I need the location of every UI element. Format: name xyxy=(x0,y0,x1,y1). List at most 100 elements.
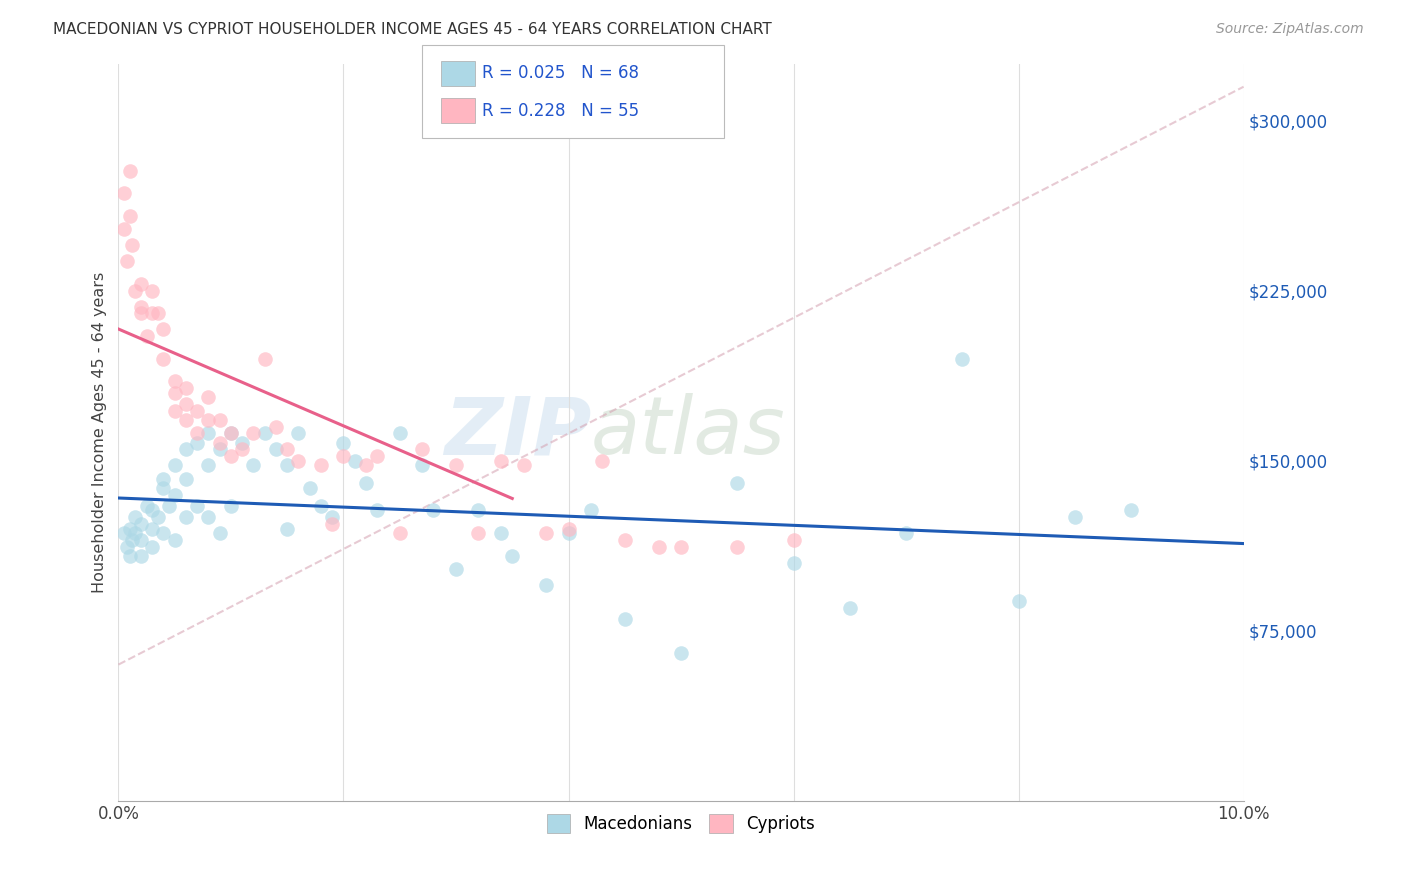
Point xyxy=(152,472,174,486)
Point xyxy=(146,510,169,524)
Point xyxy=(782,533,804,547)
Text: MACEDONIAN VS CYPRIOT HOUSEHOLDER INCOME AGES 45 - 64 YEARS CORRELATION CHART: MACEDONIAN VS CYPRIOT HOUSEHOLDER INCOME… xyxy=(53,22,772,37)
Point xyxy=(174,442,197,457)
Point xyxy=(208,442,231,457)
Point xyxy=(489,453,512,467)
Point xyxy=(838,601,860,615)
Point xyxy=(366,503,388,517)
Point xyxy=(163,533,186,547)
Point xyxy=(579,503,602,517)
Point xyxy=(321,517,343,532)
Point xyxy=(354,458,377,472)
Point xyxy=(152,351,174,366)
Point xyxy=(174,397,197,411)
Point xyxy=(287,426,309,441)
Point xyxy=(118,549,141,563)
Point xyxy=(613,612,636,626)
Point xyxy=(121,533,143,547)
Point xyxy=(591,453,613,467)
Point xyxy=(276,458,298,472)
Point xyxy=(146,306,169,320)
Point xyxy=(332,449,354,463)
Point xyxy=(366,449,388,463)
Point xyxy=(253,426,276,441)
Point xyxy=(163,458,186,472)
Point xyxy=(1119,503,1142,517)
Point xyxy=(186,499,208,513)
Point xyxy=(124,510,146,524)
Point xyxy=(231,442,253,457)
Point xyxy=(950,351,973,366)
Point xyxy=(647,540,669,554)
Point xyxy=(112,222,135,236)
Point xyxy=(163,374,186,388)
Point xyxy=(669,646,692,660)
Point xyxy=(309,499,332,513)
Point xyxy=(208,435,231,450)
Point xyxy=(321,510,343,524)
Point xyxy=(141,522,163,536)
Point xyxy=(118,209,141,223)
Legend: Macedonians, Cypriots: Macedonians, Cypriots xyxy=(540,807,821,840)
Point xyxy=(118,163,141,178)
Point xyxy=(129,306,152,320)
Point xyxy=(894,526,917,541)
Point xyxy=(197,510,219,524)
Point xyxy=(208,413,231,427)
Point xyxy=(135,329,157,343)
Point xyxy=(444,562,467,576)
Point xyxy=(141,540,163,554)
Point xyxy=(467,503,489,517)
Point xyxy=(298,481,321,495)
Point xyxy=(231,435,253,450)
Point xyxy=(124,284,146,298)
Point xyxy=(163,404,186,418)
Point xyxy=(512,458,534,472)
Point xyxy=(343,453,366,467)
Point xyxy=(242,426,264,441)
Point xyxy=(557,522,579,536)
Point xyxy=(174,472,197,486)
Point xyxy=(197,458,219,472)
Point xyxy=(242,458,264,472)
Point xyxy=(117,254,139,268)
Point xyxy=(117,540,139,554)
Point xyxy=(157,499,180,513)
Point xyxy=(276,442,298,457)
Point xyxy=(152,526,174,541)
Point xyxy=(309,458,332,472)
Point xyxy=(135,499,157,513)
Point xyxy=(264,442,287,457)
Point xyxy=(725,476,748,491)
Point xyxy=(534,526,557,541)
Point xyxy=(118,522,141,536)
Point xyxy=(129,533,152,547)
Point xyxy=(141,306,163,320)
Point xyxy=(534,578,557,592)
Point xyxy=(197,390,219,404)
Point xyxy=(174,381,197,395)
Point xyxy=(129,277,152,291)
Point xyxy=(141,284,163,298)
Point xyxy=(725,540,748,554)
Point xyxy=(1007,594,1029,608)
Point xyxy=(163,385,186,400)
Point xyxy=(422,503,444,517)
Point xyxy=(219,426,242,441)
Point xyxy=(501,549,523,563)
Point xyxy=(121,238,143,252)
Text: R = 0.025   N = 68: R = 0.025 N = 68 xyxy=(482,64,640,82)
Point xyxy=(354,476,377,491)
Point xyxy=(186,435,208,450)
Point xyxy=(613,533,636,547)
Text: Source: ZipAtlas.com: Source: ZipAtlas.com xyxy=(1216,22,1364,37)
Point xyxy=(489,526,512,541)
Text: ZIP: ZIP xyxy=(444,393,591,471)
Point xyxy=(557,526,579,541)
Point xyxy=(782,556,804,570)
Point xyxy=(129,549,152,563)
Point xyxy=(174,510,197,524)
Point xyxy=(444,458,467,472)
Point xyxy=(186,426,208,441)
Point xyxy=(332,435,354,450)
